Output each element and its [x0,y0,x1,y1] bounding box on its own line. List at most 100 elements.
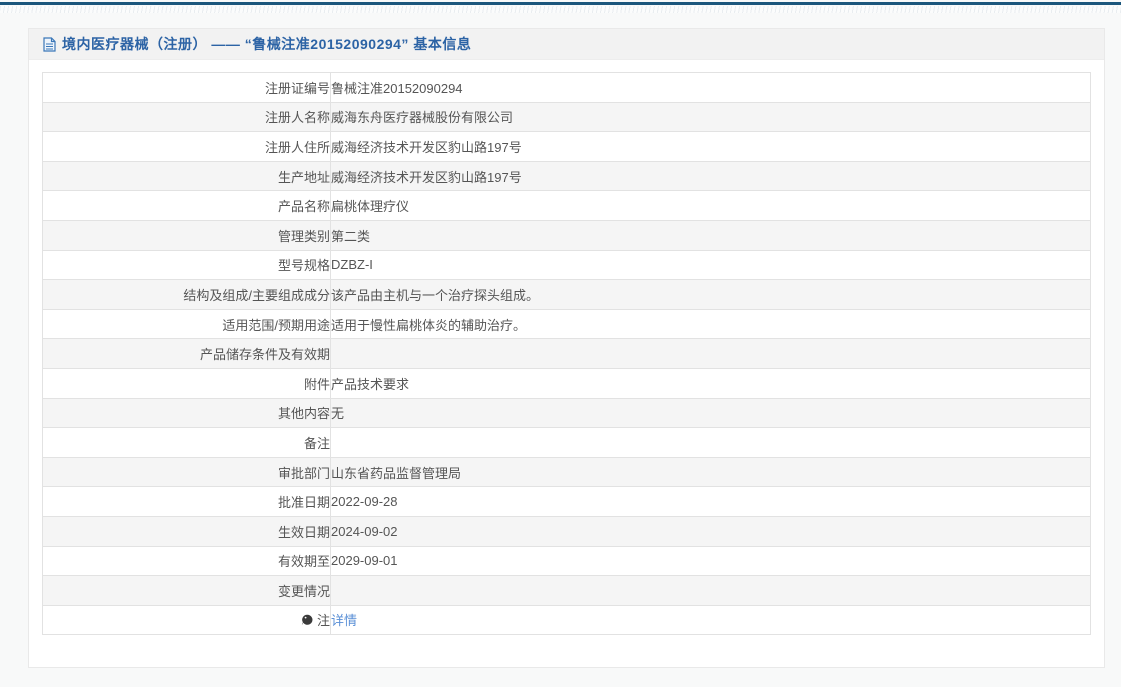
table-row: 结构及组成/主要组成成分 该产品由主机与一个治疗探头组成。 [42,279,1091,310]
table-row: 有效期至 2029-09-01 [42,545,1091,577]
row-value: 2024-09-02 [330,515,1091,547]
row-value: 鲁械注准20152090294 [330,72,1091,103]
row-label: 其他内容 [42,397,331,429]
row-value: 扁桃体理疗仪 [330,190,1091,221]
row-value-text: 该产品由主机与一个治疗探头组成。 [331,287,540,303]
row-label-text: 型号规格 [277,258,330,274]
row-value: 详情 [330,604,1091,636]
row-value: 威海东舟医疗器械股份有限公司 [330,101,1091,133]
row-label-text: 有效期至 [277,554,330,570]
row-value-text: 2029-09-01 [331,553,398,569]
info-table: 注册证编号 鲁械注准20152090294 注册人名称 威海东舟医疗器械股份有限公司注… [42,72,1091,636]
info-panel: 境内医疗器械（注册） —— “鲁械注准20152090294” 基本信息 注册证… [28,28,1105,668]
table-row: 注册证编号 鲁械注准20152090294 [42,72,1091,103]
row-value-text: 2024-09-02 [331,523,398,539]
comment-icon [301,615,313,626]
row-label-text: 注册人住所 [264,139,330,155]
table-row: 批准日期 2022-09-28 [42,486,1091,517]
row-label: 结构及组成/主要组成成分 [42,279,331,310]
row-label: 注册证编号 [42,72,331,103]
row-label-text: 结构及组成/主要组成成分 [183,287,330,303]
row-label-text: 变更情况 [277,583,330,599]
row-value [330,338,1091,369]
table-body: 注册证编号 鲁械注准20152090294 注册人名称 威海东舟医疗器械股份有限公司注… [42,72,1091,636]
page-title: 境内医疗器械（注册） —— “鲁械注准20152090294” 基本信息 [62,36,472,52]
row-label: 注 [42,604,331,636]
row-label-text: 生效日期 [277,524,330,540]
row-label: 适用范围/预期用途 [42,308,331,340]
row-label-text: 附件 [303,376,330,392]
row-value-text: 第二类 [331,228,371,244]
row-value: 2029-09-01 [330,545,1091,577]
row-label: 批准日期 [42,486,331,517]
top-border-bar [0,2,1121,5]
row-label-text: 备注 [303,435,330,451]
row-label: 生效日期 [42,515,331,547]
row-value [330,575,1091,606]
table-row: 注册人住所 威海经济技术开发区豹山路197号 [42,131,1091,162]
row-value: 产品技术要求 [330,367,1091,399]
table-row: 产品名称 扁桃体理疗仪 [42,190,1091,221]
row-label: 有效期至 [42,545,331,577]
table-row: 变更情况 [42,575,1091,606]
table-row: 生效日期 2024-09-02 [42,515,1091,547]
document-icon [43,36,56,52]
table-row: 注册人名称 威海东舟医疗器械股份有限公司 [42,101,1091,133]
row-label-text: 批准日期 [277,495,330,511]
row-label-text: 审批部门 [277,465,330,481]
row-value-text: 适用于慢性扁桃体炎的辅助治疗。 [331,317,527,333]
table-row: 备注 [42,427,1091,458]
row-label-text: 注册人名称 [264,110,330,126]
row-value-text: 鲁械注准20152090294 [331,80,463,96]
row-value: DZBZ-I [330,249,1091,281]
table-row: 附件 产品技术要求 [42,367,1091,399]
row-value: 适用于慢性扁桃体炎的辅助治疗。 [330,308,1091,340]
row-label-text: 其他内容 [277,406,330,422]
table-row: 审批部门 山东省药品监督管理局 [42,456,1091,488]
row-label: 注册人住所 [42,131,331,162]
row-value-text: 威海经济技术开发区豹山路197号 [331,139,522,155]
panel-header: 境内医疗器械（注册） —— “鲁械注准20152090294” 基本信息 [29,29,1104,60]
row-value: 山东省药品监督管理局 [330,456,1091,488]
table-row: 产品储存条件及有效期 [42,338,1091,369]
detail-link[interactable]: 详情 [331,613,358,629]
row-value: 威海经济技术开发区豹山路197号 [330,131,1091,162]
row-value: 第二类 [330,219,1091,251]
row-value-text: 威海东舟医疗器械股份有限公司 [331,110,514,126]
row-value-text: 2022-09-28 [331,494,398,510]
row-label-text: 适用范围/预期用途 [222,317,330,333]
row-label: 产品名称 [42,190,331,221]
row-label-text: 注 [316,613,330,629]
row-value-text: 扁桃体理疗仪 [331,199,410,215]
row-label: 生产地址 [42,160,331,192]
row-label: 审批部门 [42,456,331,488]
row-label-text: 产品名称 [277,199,330,215]
panel-body: 注册证编号 鲁械注准20152090294 注册人名称 威海东舟医疗器械股份有限公司注… [29,60,1104,647]
table-row: 型号规格 DZBZ-I [42,249,1091,281]
row-label: 备注 [42,427,331,458]
row-value-text: DZBZ-I [331,257,373,273]
row-label-text: 管理类别 [277,228,330,244]
row-label-text: 生产地址 [277,169,330,185]
table-row: 生产地址 威海经济技术开发区豹山路197号 [42,160,1091,192]
row-value [330,427,1091,458]
row-label-text: 产品储存条件及有效期 [199,347,330,363]
row-label: 附件 [42,367,331,399]
row-value: 威海经济技术开发区豹山路197号 [330,160,1091,192]
row-value-text: 产品技术要求 [331,376,410,392]
table-row: 适用范围/预期用途 适用于慢性扁桃体炎的辅助治疗。 [42,308,1091,340]
row-value-text: 威海经济技术开发区豹山路197号 [331,169,522,185]
table-row: 其他内容无 [42,397,1091,429]
row-value: 无 [330,397,1091,429]
row-label-text: 注册证编号 [264,80,330,96]
row-value-text: 无 [331,406,345,422]
table-row: 管理类别 第二类 [42,219,1091,251]
row-value: 2022-09-28 [330,486,1091,517]
row-value: 该产品由主机与一个治疗探头组成。 [330,279,1091,310]
decorative-stripes [0,6,1121,13]
row-label: 产品储存条件及有效期 [42,338,331,369]
row-label: 变更情况 [42,575,331,606]
table-row: 注详情 [42,604,1091,636]
row-label: 管理类别 [42,219,331,251]
row-label: 注册人名称 [42,101,331,133]
